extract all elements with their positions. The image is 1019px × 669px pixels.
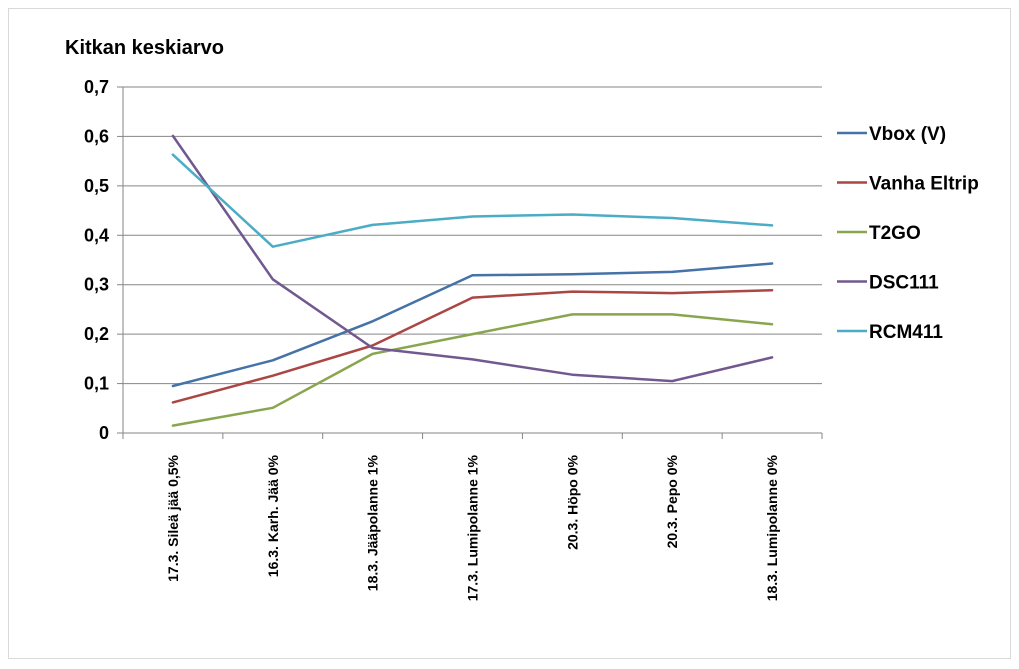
y-tick-label: 0,7 <box>84 77 109 97</box>
x-category-label: 17.3. Lumipolanne 1% <box>465 454 481 601</box>
legend-label: T2GO <box>869 223 921 244</box>
x-category-label: 20.3. Höpo 0% <box>564 454 580 549</box>
y-tick-label: 0,2 <box>84 324 109 344</box>
series-lines <box>171 134 774 427</box>
series-line <box>171 134 774 383</box>
y-tick-label: 0,1 <box>84 374 109 394</box>
series-line <box>171 153 774 248</box>
legend-label: Vbox (V) <box>869 124 946 145</box>
y-tick-label: 0 <box>99 423 109 443</box>
series-line <box>171 288 774 404</box>
x-category-label: 18.3. Jääpolanne 1% <box>365 454 381 591</box>
x-category-label: 20.3. Pepo 0% <box>664 454 680 548</box>
x-category-label: 16.3. Karh. Jää 0% <box>265 454 281 577</box>
series-line <box>171 262 774 388</box>
chart-frame: Kitkan keskiarvo 0 0,1 0,2 0,3 0,4 0,5 0,6 0,7 … <box>8 8 1011 659</box>
x-category-label: 18.3. Lumipolanne 0% <box>764 454 780 601</box>
line-chart: Kitkan keskiarvo 00,10,20,30,40,50,60,7 … <box>65 37 979 601</box>
legend: Vbox (V) Vanha Eltrip T2GO DSC111 RCM411 <box>837 124 979 343</box>
legend-label: DSC111 <box>869 273 939 294</box>
y-tick-label: 0,4 <box>84 225 109 245</box>
gridlines <box>123 86 822 385</box>
series-line <box>171 313 774 427</box>
x-axis-category-labels: 17.3. Sileä jää 0,5% 16.3. Karh. Jää 0% 18… <box>165 454 780 601</box>
y-tick-label: 0,6 <box>84 126 109 146</box>
axes <box>117 86 823 439</box>
y-tick-label: 0,3 <box>84 275 109 295</box>
y-tick-label: 0,5 <box>84 176 109 196</box>
legend-label: RCM411 <box>869 322 943 343</box>
legend-label: Vanha Eltrip <box>869 174 979 195</box>
x-category-label: 17.3. Sileä jää 0,5% <box>165 454 181 581</box>
chart-title: Kitkan keskiarvo <box>65 37 224 59</box>
y-axis-tick-labels: 0 0,1 0,2 0,3 0,4 0,5 0,6 0,7 <box>84 77 109 443</box>
